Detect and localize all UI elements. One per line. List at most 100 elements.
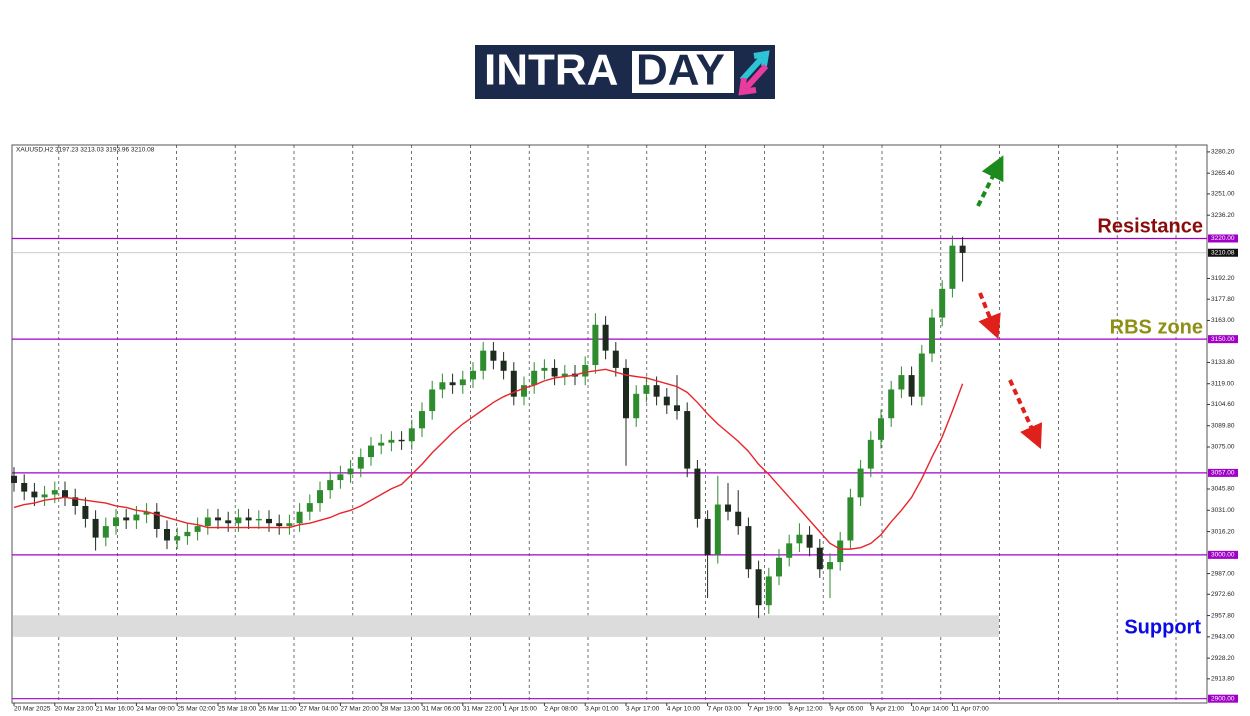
y-tick-label: 3177.80 bbox=[1211, 296, 1235, 303]
candle-body bbox=[72, 497, 79, 506]
level-label: 3150.00 bbox=[1211, 336, 1235, 343]
y-tick-label: 3031.00 bbox=[1211, 507, 1235, 514]
candle-body bbox=[419, 411, 425, 429]
y-tick-label: 2972.60 bbox=[1211, 591, 1235, 598]
candle-body bbox=[898, 375, 905, 390]
candle-body bbox=[143, 511, 150, 515]
candle-body bbox=[439, 382, 446, 390]
candle-body bbox=[867, 439, 874, 469]
candle-body bbox=[918, 353, 925, 397]
y-tick-label: 3236.20 bbox=[1211, 212, 1235, 219]
grid bbox=[12, 145, 1207, 703]
y-tick-label: 2913.80 bbox=[1211, 676, 1235, 683]
candle-body bbox=[153, 511, 160, 529]
moving-average bbox=[13, 368, 964, 550]
x-tick-label: 20 Mar 23:00 bbox=[55, 706, 94, 713]
candle-body bbox=[551, 367, 558, 377]
x-tick-label: 8 Apr 12:00 bbox=[789, 706, 823, 713]
chart-header: XAUUSD,H2 3197.23 3213.03 3193.96 3210.0… bbox=[16, 147, 155, 154]
arrow-down bbox=[1008, 379, 1043, 449]
level-label: 3057.00 bbox=[1211, 470, 1235, 477]
x-tick-label: 27 Mar 20:00 bbox=[340, 706, 379, 713]
x-tick-label: 11 Apr 07:00 bbox=[952, 706, 989, 713]
candle-body bbox=[62, 490, 68, 498]
candle-body bbox=[755, 569, 762, 606]
candle-body bbox=[714, 504, 721, 555]
plot-frame bbox=[11, 144, 1208, 704]
level-label: 3220.00 bbox=[1211, 235, 1235, 242]
candle-body bbox=[21, 482, 28, 492]
logo-box bbox=[632, 51, 734, 93]
x-tick-label: 4 Apr 10:00 bbox=[667, 706, 701, 713]
logo-text: INTRA bbox=[484, 46, 618, 95]
candle-body bbox=[470, 370, 476, 380]
x-tick-label: 7 Apr 03:00 bbox=[708, 706, 742, 713]
y-tick-label: 3104.60 bbox=[1211, 401, 1235, 408]
candle-body bbox=[786, 543, 793, 558]
candle-body bbox=[765, 576, 772, 606]
candle-body bbox=[521, 385, 527, 397]
candle-body bbox=[929, 317, 935, 354]
logo-arrow bbox=[738, 63, 769, 96]
candle-body bbox=[225, 520, 232, 524]
candle-body bbox=[500, 360, 507, 371]
candle-body bbox=[92, 518, 99, 538]
candle-body bbox=[347, 468, 354, 475]
candle-body bbox=[633, 393, 640, 419]
candle-body bbox=[194, 526, 201, 532]
y-tick-label: 2987.00 bbox=[1211, 570, 1235, 577]
y-tick-label: 3075.00 bbox=[1211, 444, 1235, 451]
logo-text: DAY bbox=[636, 46, 725, 95]
annotation: RBS zone bbox=[1110, 316, 1203, 338]
candle-body bbox=[531, 370, 538, 386]
candle-body bbox=[704, 518, 711, 555]
x-tick-label: 25 Mar 02:00 bbox=[177, 706, 216, 713]
candle-body bbox=[857, 468, 864, 498]
level-label-bg bbox=[1208, 468, 1238, 477]
candle-body bbox=[235, 517, 242, 524]
candle-body bbox=[204, 517, 211, 527]
support-zone bbox=[13, 615, 999, 637]
y-tick-label: 3265.40 bbox=[1211, 170, 1235, 177]
x-tick-label: 3 Apr 17:00 bbox=[626, 706, 660, 713]
candle-body bbox=[643, 385, 650, 394]
candle-body bbox=[510, 370, 517, 397]
candle-body bbox=[816, 547, 823, 570]
candle-body bbox=[164, 528, 170, 541]
candle-body bbox=[663, 396, 670, 406]
annotation: Resistance bbox=[1097, 215, 1203, 237]
candle-body bbox=[653, 385, 660, 397]
candle-body bbox=[317, 490, 323, 504]
level-label: 3000.00 bbox=[1211, 552, 1235, 559]
candle-body bbox=[429, 389, 436, 412]
arrow-up bbox=[976, 155, 1004, 207]
candle-body bbox=[41, 494, 48, 498]
candle-body bbox=[174, 536, 181, 541]
y-tick-label: 3251.00 bbox=[1211, 191, 1235, 198]
candle-body bbox=[378, 442, 385, 446]
candle-body bbox=[11, 475, 17, 483]
level-label: 2900.00 bbox=[1211, 695, 1235, 702]
candle-body bbox=[215, 517, 221, 521]
candle-body bbox=[480, 350, 487, 371]
x-tick-label: 2 Apr 08:00 bbox=[544, 706, 578, 713]
candle-body bbox=[725, 504, 731, 512]
candle-body bbox=[694, 468, 701, 519]
candle-body bbox=[582, 365, 589, 377]
x-tick-label: 21 Mar 16:00 bbox=[96, 706, 135, 713]
candle-body bbox=[245, 517, 252, 521]
candle-body bbox=[368, 445, 374, 458]
x-tick-label: 25 Mar 18:00 bbox=[218, 706, 257, 713]
candle-body bbox=[266, 518, 272, 524]
candle-body bbox=[408, 428, 415, 442]
annotation: Support bbox=[1124, 616, 1201, 638]
y-tick-label: 3133.80 bbox=[1211, 359, 1235, 366]
candle-body bbox=[398, 439, 405, 442]
candle-body bbox=[357, 457, 364, 469]
x-tick-label: 24 Mar 09:00 bbox=[136, 706, 175, 713]
x-tick-label: 7 Apr 19:00 bbox=[748, 706, 782, 713]
candle-body bbox=[113, 517, 119, 527]
candle-body bbox=[847, 497, 854, 541]
last-price-bg bbox=[1208, 248, 1238, 257]
